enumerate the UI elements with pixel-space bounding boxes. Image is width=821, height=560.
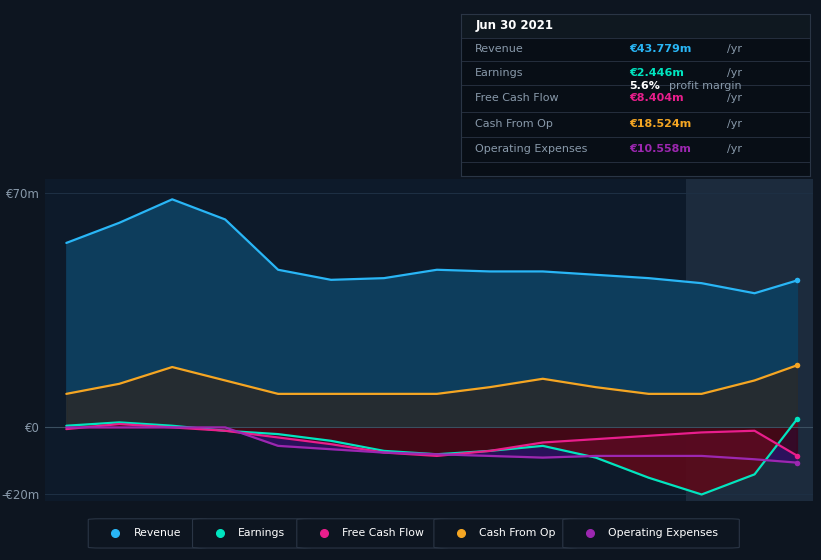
Text: 5.6%: 5.6% [629,81,660,91]
Text: Revenue: Revenue [475,44,524,54]
FancyBboxPatch shape [563,519,739,548]
Text: /yr: /yr [727,68,741,78]
Text: €2.446m: €2.446m [629,68,684,78]
Text: €10.558m: €10.558m [629,144,690,154]
FancyBboxPatch shape [89,519,208,548]
Text: Cash From Op: Cash From Op [479,529,556,538]
Text: €8.404m: €8.404m [629,94,684,104]
Text: /yr: /yr [727,119,741,129]
Text: Operating Expenses: Operating Expenses [475,144,588,154]
Text: Jun 30 2021: Jun 30 2021 [475,19,553,32]
Text: €43.779m: €43.779m [629,44,691,54]
Text: Earnings: Earnings [475,68,524,78]
Text: Jun 30 2021: Jun 30 2021 [475,20,553,32]
Text: profit margin: profit margin [669,81,741,91]
FancyBboxPatch shape [461,14,810,38]
Bar [461,14,810,38]
Text: /yr: /yr [727,94,741,104]
Text: Operating Expenses: Operating Expenses [608,529,718,538]
FancyBboxPatch shape [297,519,448,548]
Text: Earnings: Earnings [238,529,285,538]
Bar [686,179,821,501]
Text: €18.524m: €18.524m [629,119,691,129]
Text: /yr: /yr [727,44,741,54]
FancyBboxPatch shape [192,519,312,548]
Text: /yr: /yr [727,144,741,154]
Text: Free Cash Flow: Free Cash Flow [475,94,559,104]
Text: Cash From Op: Cash From Op [475,119,553,129]
Text: Revenue: Revenue [133,529,181,538]
FancyBboxPatch shape [433,519,578,548]
Text: Free Cash Flow: Free Cash Flow [342,529,424,538]
